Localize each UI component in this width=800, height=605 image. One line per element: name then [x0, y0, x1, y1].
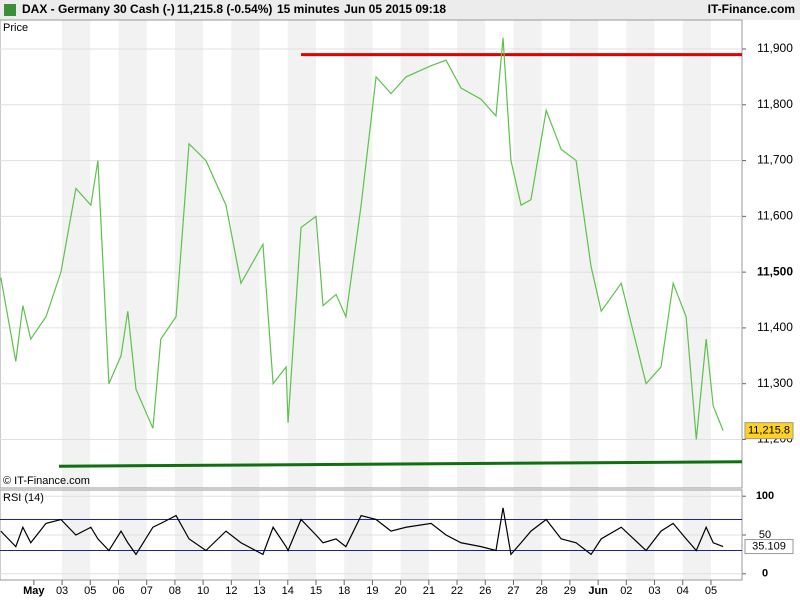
x-tick-label: 20 [394, 585, 406, 597]
timestamp: Jun 05 2015 09:18 [344, 2, 446, 16]
last-rsi-label: 35.109 [752, 540, 786, 552]
day-band [118, 20, 147, 488]
logo [4, 4, 16, 16]
x-tick-label: 05 [705, 585, 717, 597]
panel-label: Price [3, 22, 28, 34]
y-tick-label: 11,800 [757, 97, 793, 111]
y-tick-label: 11,900 [757, 41, 793, 55]
x-tick-label: 04 [677, 585, 689, 597]
series-line [0, 507, 724, 556]
day-band [569, 20, 599, 488]
day-band [626, 20, 655, 488]
x-tick-label: 03 [56, 585, 68, 597]
copyright: © IT-Finance.com [3, 475, 90, 487]
symbol: DAX - Germany 30 Cash (-) [22, 2, 175, 16]
y-tick-label: 11,400 [757, 320, 793, 334]
day-band [457, 20, 486, 488]
x-tick-label: 15 [310, 585, 322, 597]
x-tick-label: 12 [225, 585, 237, 597]
brand: IT-Finance.com [708, 2, 795, 16]
x-tick-label: 26 [479, 585, 491, 597]
x-tick-label: 02 [620, 585, 632, 597]
x-tick-label: 21 [423, 585, 435, 597]
x-tick-label: 03 [648, 585, 660, 597]
day-band [344, 20, 373, 488]
day-band [682, 20, 711, 488]
x-tick-label: Jun [588, 585, 608, 597]
y-tick-label: 100 [756, 490, 774, 502]
day-band [400, 20, 429, 488]
x-tick-label: 06 [112, 585, 124, 597]
last-rsi-box [744, 539, 794, 555]
day-band [174, 20, 204, 488]
trend-line [58, 460, 743, 468]
last-price-label: 11,215.8 [748, 425, 790, 437]
y-tick-label: 11,300 [757, 376, 793, 390]
day-band [231, 20, 260, 488]
x-tick-label: 13 [253, 585, 265, 597]
panel-frame [0, 19, 743, 489]
panel-label: RSI (14) [3, 492, 44, 504]
x-tick-label: 10 [197, 585, 209, 597]
y-tick-label: 11,500 [757, 264, 793, 278]
x-tick-label: 22 [451, 585, 463, 597]
x-tick-label: May [23, 585, 45, 597]
x-tick-label: 14 [282, 585, 294, 597]
x-tick-label: 05 [84, 585, 96, 597]
x-tick-label: 18 [338, 585, 350, 597]
x-tick-label: 28 [536, 585, 548, 597]
y-tick-label: 50 [759, 529, 771, 541]
x-tick-label: 19 [366, 585, 378, 597]
header-bar [0, 0, 800, 20]
y-tick-label: 11,600 [757, 209, 793, 223]
day-band [513, 20, 542, 488]
interval: 15 minutes [277, 2, 340, 16]
y-tick-label: 0 [762, 568, 768, 580]
quote: 11,215.8 (-0.54%) [177, 2, 272, 16]
series-line [0, 37, 724, 440]
x-tick-label: 07 [141, 585, 153, 597]
x-tick-label: 29 [564, 585, 576, 597]
x-tick-label: 27 [507, 585, 519, 597]
day-band [287, 20, 316, 488]
x-tick-label: 08 [169, 585, 181, 597]
day-band [62, 20, 91, 488]
y-tick-label: 11,700 [757, 153, 793, 167]
last-price-box [744, 422, 794, 440]
